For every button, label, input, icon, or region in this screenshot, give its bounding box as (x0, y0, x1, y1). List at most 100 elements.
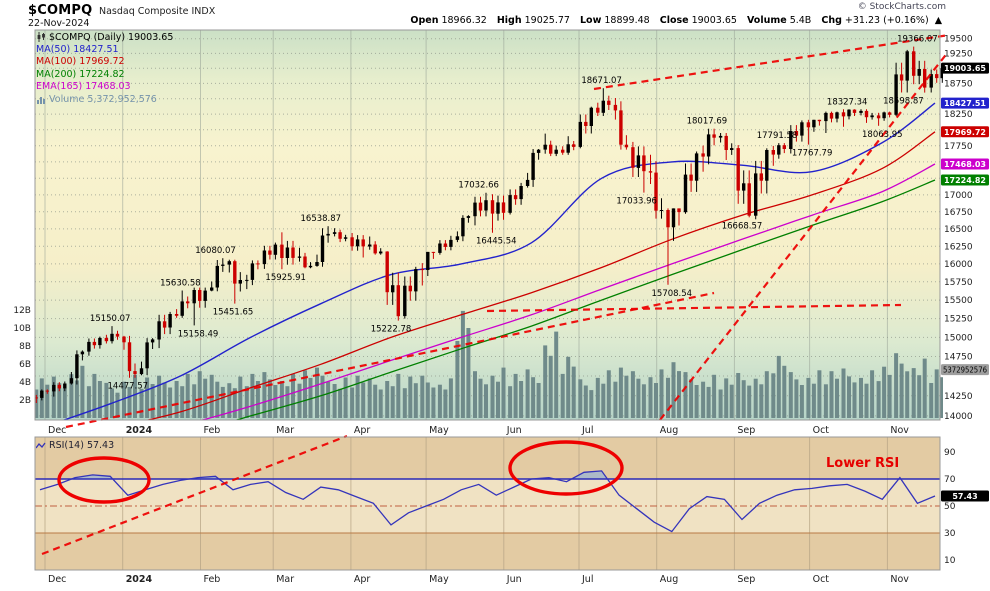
svg-text:17224.82: 17224.82 (944, 176, 986, 185)
swing-price-labels: 15150.07 14477.57 15630.58 15158.49 16080.07… (90, 35, 938, 392)
svg-text:15708.54: 15708.54 (652, 289, 693, 299)
svg-text:15500: 15500 (944, 296, 973, 306)
svg-text:14477.57: 14477.57 (108, 382, 149, 392)
svg-text:6B: 6B (19, 360, 31, 370)
svg-text:50: 50 (944, 502, 956, 512)
svg-text:4B: 4B (19, 378, 31, 388)
chart-backgrounds (35, 30, 940, 570)
change-direction-icon: ▲ (934, 15, 942, 26)
svg-text:15000: 15000 (944, 333, 973, 343)
rsi-panel (35, 470, 940, 533)
svg-text:Nov: Nov (890, 574, 909, 585)
svg-text:17033.96: 17033.96 (616, 197, 657, 207)
volume-bars-icon (36, 94, 46, 105)
svg-text:18017.69: 18017.69 (687, 117, 728, 127)
svg-text:17750: 17750 (944, 142, 973, 152)
rsi-line (39, 470, 936, 533)
symbol-title: $COMPQ (28, 3, 93, 18)
svg-text:16250: 16250 (944, 242, 973, 252)
open-label: Open (410, 15, 439, 26)
ema165-line (200, 163, 936, 420)
svg-text:2B: 2B (19, 396, 31, 406)
legend-ma200-row: MA(200) 17224.82 (36, 68, 173, 80)
index-name: Nasdaq Composite INDX (99, 6, 216, 17)
svg-text:Nov: Nov (890, 425, 909, 436)
ma50-overlay (61, 102, 936, 420)
svg-text:Oct: Oct (813, 425, 830, 436)
svg-text:May: May (429, 574, 449, 585)
svg-text:17468.03: 17468.03 (944, 160, 986, 169)
svg-text:16538.87: 16538.87 (301, 214, 342, 224)
legend-ma50-label: MA(50) 18427.51 (36, 44, 119, 56)
svg-text:16080.07: 16080.07 (195, 246, 236, 256)
svg-text:Sep: Sep (737, 425, 755, 436)
svg-text:16668.57: 16668.57 (722, 221, 763, 231)
chg-value: +31.23 (+0.16%) (844, 15, 929, 26)
svg-text:Aug: Aug (660, 425, 679, 436)
svg-text:Apr: Apr (354, 425, 371, 436)
svg-text:Sep: Sep (737, 574, 755, 585)
svg-text:18327.34: 18327.34 (827, 97, 868, 107)
svg-text:16445.54: 16445.54 (476, 237, 517, 247)
svg-text:19003.65: 19003.65 (944, 64, 986, 73)
low-value: 18899.48 (604, 15, 650, 26)
svg-text:14000: 14000 (944, 412, 973, 422)
svg-text:15158.49: 15158.49 (178, 329, 219, 339)
svg-text:Mar: Mar (276, 574, 294, 585)
open-value: 18966.32 (441, 15, 487, 26)
svg-text:14250: 14250 (944, 392, 973, 402)
svg-text:10: 10 (944, 556, 956, 566)
svg-text:2024: 2024 (126, 425, 153, 436)
svg-text:15451.65: 15451.65 (213, 308, 254, 318)
svg-text:15925.91: 15925.91 (265, 273, 306, 283)
legend-ma50-row: MA(50) 18427.51 (36, 43, 173, 55)
svg-text:May: May (429, 425, 449, 436)
legend-symbol-row: $COMPQ (Daily) 19003.65 (36, 31, 173, 43)
rsi-icon (35, 441, 46, 451)
svg-text:30: 30 (944, 529, 956, 539)
svg-text:Jun: Jun (506, 574, 522, 585)
close-value: 19003.65 (691, 15, 737, 26)
copyright: © StockCharts.com (857, 2, 946, 12)
svg-text:Dec: Dec (48, 425, 66, 436)
ma50-line (61, 102, 936, 420)
svg-text:16750: 16750 (944, 208, 973, 218)
svg-text:Dec: Dec (48, 574, 66, 585)
red-trendlines (41, 33, 950, 556)
svg-text:Jul: Jul (581, 574, 593, 585)
svg-text:90: 90 (944, 448, 956, 458)
chart-date: 22-Nov-2024 (28, 18, 90, 29)
svg-text:16500: 16500 (944, 225, 973, 235)
svg-text:19366.07: 19366.07 (897, 35, 938, 45)
chg-label: Chg (821, 15, 842, 26)
svg-text:14750: 14750 (944, 353, 973, 363)
volume-value: 5.4B (789, 15, 812, 26)
rsi-legend-label: RSI(14) 57.43 (49, 440, 115, 451)
svg-text:Mar: Mar (276, 425, 294, 436)
svg-text:17000: 17000 (944, 191, 973, 201)
rsi-legend: RSI(14) 57.43 (35, 440, 115, 451)
quote-row: Open 18966.32 High 19025.77 Low 18899.48 Cl… (410, 15, 942, 26)
svg-text:16000: 16000 (944, 260, 973, 270)
svg-text:19500: 19500 (944, 35, 973, 45)
svg-text:19250: 19250 (944, 49, 973, 59)
svg-text:18250: 18250 (944, 110, 973, 120)
close-label: Close (659, 15, 689, 26)
svg-text:70: 70 (944, 475, 956, 485)
ema165-overlay (200, 163, 936, 420)
legend-ema165-row: EMA(165) 17468.03 (36, 81, 173, 93)
svg-text:15630.58: 15630.58 (160, 279, 201, 289)
svg-text:17969.72: 17969.72 (944, 128, 986, 137)
svg-text:2024: 2024 (126, 574, 153, 585)
svg-text:Jul: Jul (581, 425, 593, 436)
volume-label: Volume (746, 15, 787, 26)
svg-text:Aug: Aug (660, 574, 679, 585)
volume-bars (35, 310, 943, 418)
high-value: 19025.77 (524, 15, 570, 26)
svg-text:15750: 15750 (944, 278, 973, 288)
annotation-ellipses (57, 440, 624, 504)
svg-text:Jun: Jun (506, 425, 522, 436)
legend-ma100-row: MA(100) 17969.72 (36, 56, 173, 68)
svg-text:18671.07: 18671.07 (581, 76, 622, 86)
main-chart-legend: $COMPQ (Daily) 19003.65 MA(50) 18427.51 … (36, 31, 173, 105)
